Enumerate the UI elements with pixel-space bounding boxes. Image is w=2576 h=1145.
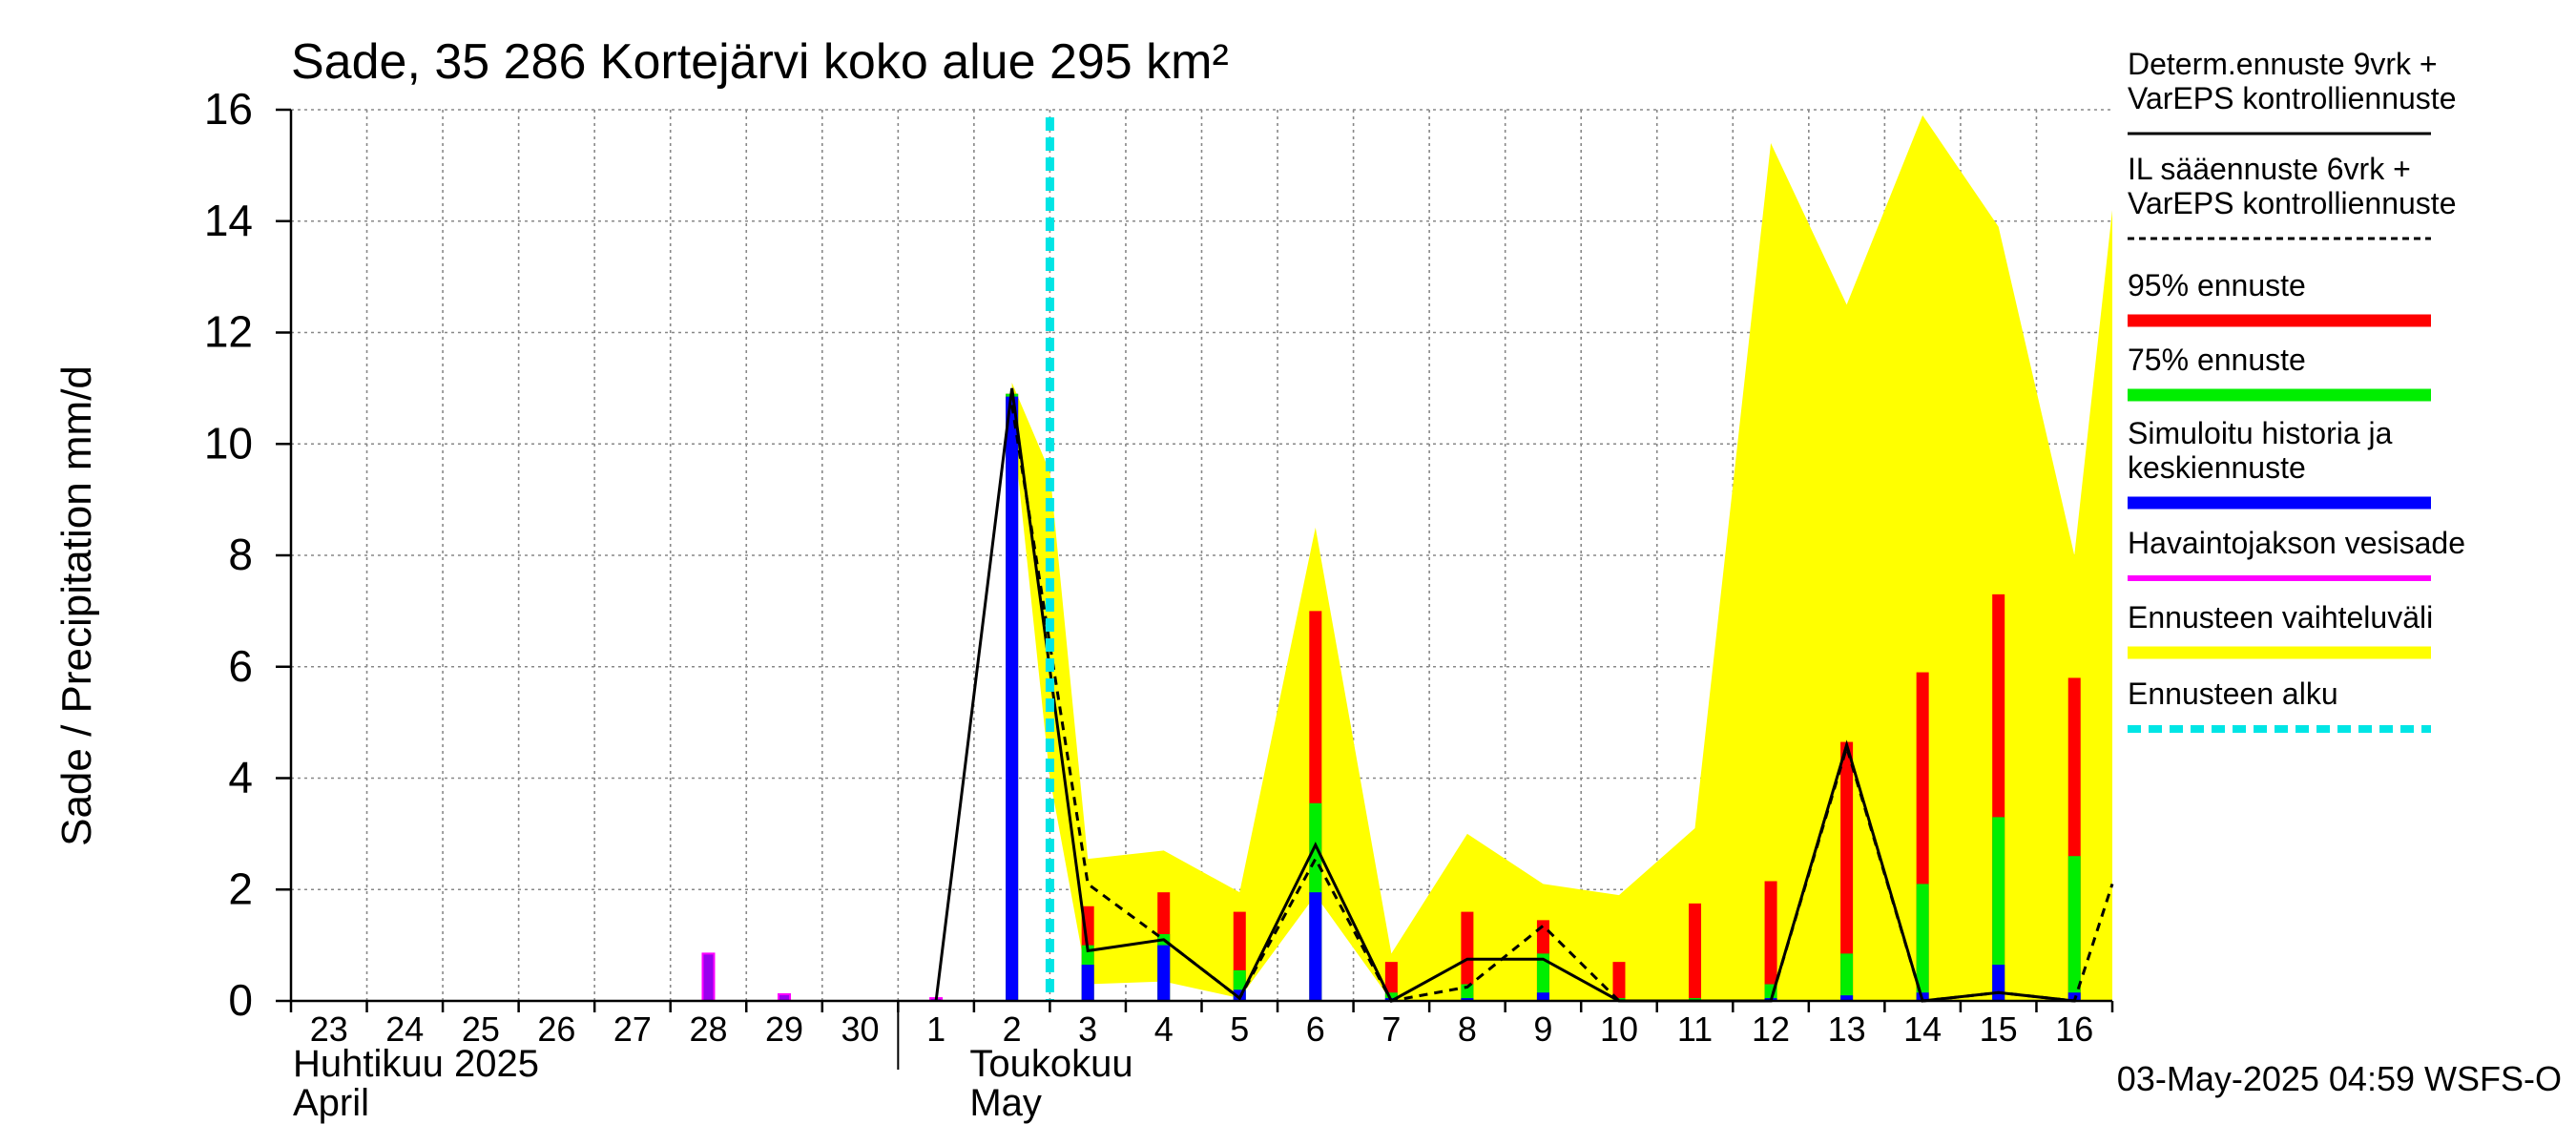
x-day-label: 12 — [1752, 1010, 1790, 1049]
forecast-range-band — [1011, 114, 2112, 1001]
x-day-label: 25 — [462, 1010, 500, 1049]
legend: Determ.ennuste 9vrk +VarEPS kontrollienn… — [2128, 47, 2465, 733]
x-day-label: 3 — [1078, 1010, 1097, 1049]
y-axis-label: Sade / Precipitation mm/d — [53, 365, 100, 846]
x-day-label: 15 — [1980, 1010, 2018, 1049]
y-tick-label: 0 — [228, 975, 253, 1025]
bar-median — [1992, 965, 2005, 1001]
legend-label: Simuloitu historia ja — [2128, 416, 2393, 450]
x-day-label: 29 — [765, 1010, 803, 1049]
y-tick-label: 12 — [204, 307, 253, 357]
bar-95pct — [1764, 881, 1777, 1001]
bar-95pct — [1461, 911, 1474, 1001]
y-tick-label: 8 — [228, 530, 253, 579]
x-day-label: 10 — [1600, 1010, 1638, 1049]
x-day-label: 16 — [2055, 1010, 2093, 1049]
y-tick-label: 10 — [204, 418, 253, 468]
bar-95pct — [1612, 962, 1626, 1001]
bar-75pct — [1916, 884, 1929, 1001]
observed-precip-bar — [701, 952, 716, 1002]
bar-75pct — [1384, 992, 1398, 1001]
bar-median — [1536, 992, 1549, 1001]
bar-75pct — [1840, 953, 1854, 1001]
month-label-en: April — [293, 1082, 369, 1124]
bar-95pct — [1384, 962, 1398, 1001]
chart-title: Sade, 35 286 Kortejärvi koko alue 295 km… — [291, 34, 1229, 90]
x-day-label: 7 — [1381, 1010, 1401, 1049]
y-tick-label: 6 — [228, 641, 253, 691]
x-day-label: 27 — [613, 1010, 652, 1049]
x-day-label: 8 — [1458, 1010, 1477, 1049]
x-day-label: 23 — [310, 1010, 348, 1049]
bar-median — [1309, 892, 1322, 1001]
bar-75pct — [2067, 856, 2081, 1001]
legend-label: Havaintojakson vesisade — [2128, 526, 2465, 560]
y-tick-label: 4 — [228, 753, 253, 802]
y-tick-label: 16 — [204, 84, 253, 134]
month-label-en: May — [969, 1082, 1042, 1124]
bar-75pct — [1536, 953, 1549, 1001]
legend-label: 75% ennuste — [2128, 343, 2306, 377]
x-day-label: 1 — [926, 1010, 945, 1049]
il-forecast-line — [1010, 405, 2114, 1003]
x-day-label: 13 — [1828, 1010, 1866, 1049]
legend-label: VarEPS kontrolliennuste — [2128, 186, 2456, 220]
x-day-label: 9 — [1533, 1010, 1552, 1049]
x-day-label: 26 — [537, 1010, 575, 1049]
footer-timestamp: 03-May-2025 04:59 WSFS-O — [2117, 1059, 2562, 1098]
x-day-label: 24 — [385, 1010, 424, 1049]
x-day-label: 30 — [841, 1010, 880, 1049]
legend-label: 95% ennuste — [2128, 268, 2306, 302]
x-day-label: 2 — [1003, 1010, 1022, 1049]
x-day-label: 28 — [689, 1010, 727, 1049]
legend-label: Determ.ennuste 9vrk + — [2128, 47, 2438, 81]
bar-75pct — [1461, 984, 1474, 1001]
bar-median — [1006, 396, 1019, 1002]
legend-label: keskiennuste — [2128, 450, 2306, 485]
y-tick-label: 2 — [228, 864, 253, 913]
bar-median — [1840, 995, 1854, 1001]
legend-label: VarEPS kontrolliennuste — [2128, 81, 2456, 115]
month-label-fi: Huhtikuu 2025 — [293, 1043, 539, 1085]
bar-median — [1157, 945, 1171, 1001]
x-day-label: 4 — [1154, 1010, 1174, 1049]
x-day-label: 5 — [1230, 1010, 1249, 1049]
month-label-fi: Toukokuu — [969, 1043, 1132, 1085]
legend-label: IL sääennuste 6vrk + — [2128, 152, 2411, 186]
legend-label: Ennusteen alku — [2128, 677, 2338, 711]
bar-median — [1081, 965, 1094, 1001]
bar-95pct — [1840, 741, 1854, 1001]
bar-median — [1461, 998, 1474, 1001]
x-day-label: 14 — [1903, 1010, 1942, 1049]
bar-75pct — [1992, 817, 2005, 1001]
legend-label: Ennusteen vaihteluväli — [2128, 600, 2433, 635]
x-day-label: 11 — [1677, 1010, 1713, 1049]
bar-95pct — [1689, 903, 1702, 1001]
y-tick-label: 14 — [204, 196, 253, 245]
x-day-label: 6 — [1306, 1010, 1325, 1049]
